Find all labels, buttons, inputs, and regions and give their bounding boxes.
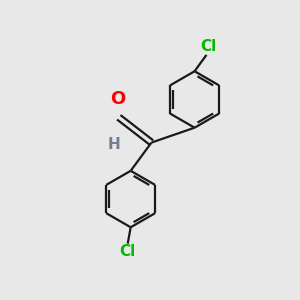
Text: H: H [108,136,121,152]
Text: Cl: Cl [201,39,217,54]
Text: O: O [110,90,125,108]
Text: Cl: Cl [120,244,136,260]
